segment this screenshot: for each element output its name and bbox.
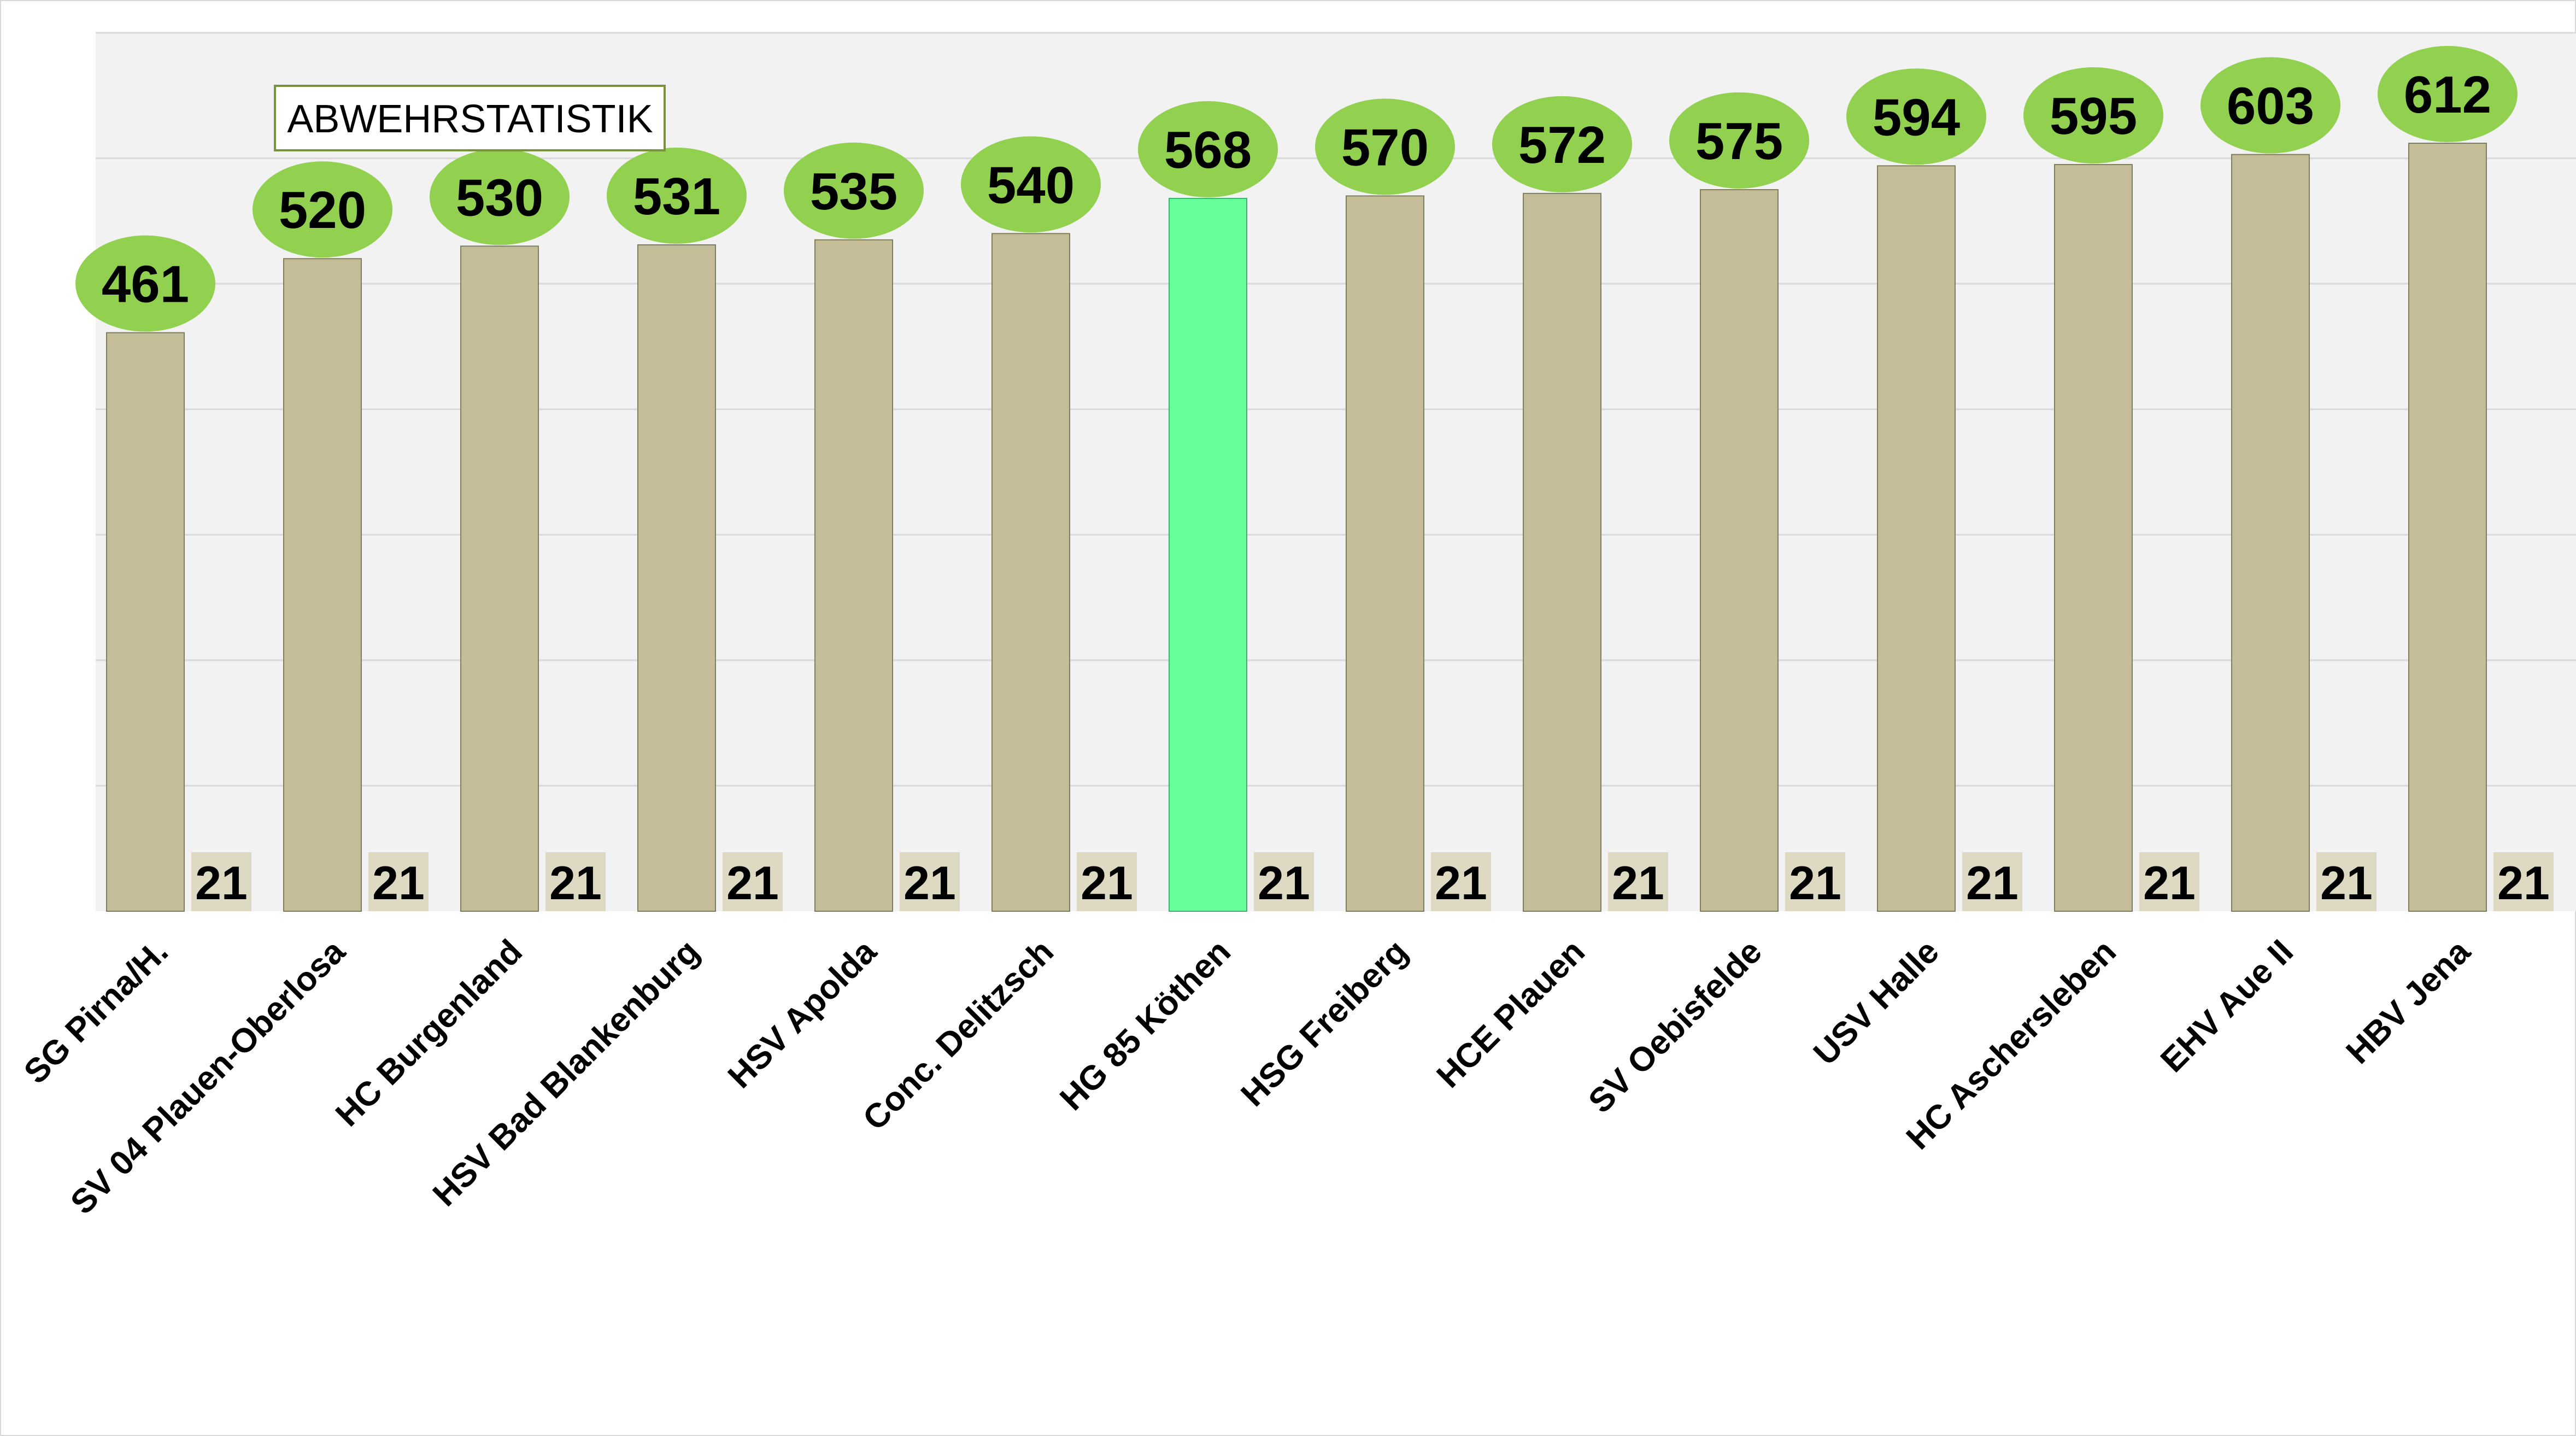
- value-label-bubble: [430, 149, 570, 245]
- value-label: 540: [987, 156, 1075, 214]
- games-label-box: [723, 852, 783, 911]
- value-label: 594: [1873, 88, 1960, 146]
- games-label: 21: [1966, 857, 2018, 910]
- chart-title-box: ABWEHRSTATISTIK: [274, 85, 666, 151]
- bar: [1346, 195, 1424, 912]
- games-label-box: [900, 852, 960, 911]
- value-label-bubble: [75, 235, 215, 332]
- value-label-bubble: [961, 136, 1101, 233]
- value-labels: 461 520 530 531 535 540 568 570 572 575 594 595 603 6…: [75, 46, 2518, 332]
- value-label: 520: [279, 181, 366, 239]
- bar: [1877, 165, 1956, 912]
- value-label-bubble: [253, 161, 392, 258]
- value-label: 572: [1518, 116, 1606, 174]
- value-label: 612: [2404, 66, 2491, 124]
- value-label-bubble: [1315, 98, 1455, 195]
- games-label: 21: [1081, 857, 1133, 910]
- games-label-box: [1608, 852, 1668, 911]
- games-label-box: [1962, 852, 2022, 911]
- value-label: 575: [1695, 112, 1783, 171]
- value-label: 603: [2227, 77, 2314, 136]
- value-label-bubble: [2378, 46, 2518, 143]
- bar: [2231, 154, 2310, 912]
- games-label-box: [191, 852, 251, 911]
- games-label-box: [2493, 852, 2554, 911]
- value-label-bubble: [1492, 96, 1632, 192]
- games-label-box: [2139, 852, 2199, 911]
- value-label: 568: [1164, 121, 1252, 179]
- games-labels: 21 21 21 21 21 21 21 21 21 21 21 21 21 21: [191, 852, 2554, 911]
- games-label-box: [1254, 852, 1314, 911]
- games-label-box: [1077, 852, 1137, 911]
- games-label: 21: [195, 857, 248, 910]
- value-label: 535: [810, 162, 897, 221]
- value-label-bubble: [1669, 92, 1809, 189]
- value-label-bubble: [1138, 101, 1278, 198]
- games-label: 21: [2497, 857, 2550, 910]
- bar: [814, 239, 893, 912]
- games-label-box: [1431, 852, 1491, 911]
- games-label: 21: [549, 857, 602, 910]
- games-label: 21: [2143, 857, 2196, 910]
- games-label: 21: [372, 857, 425, 910]
- games-label: 21: [1258, 857, 1310, 910]
- games-label: 21: [903, 857, 956, 910]
- bar: [1523, 192, 1601, 912]
- games-label-box: [1785, 852, 1845, 911]
- games-label: 21: [726, 857, 779, 910]
- bars: [106, 143, 2487, 912]
- value-label-bubble: [2201, 57, 2340, 154]
- games-label: 21: [1435, 857, 1487, 910]
- value-label: 595: [2050, 87, 2137, 145]
- value-label-bubble: [607, 147, 747, 244]
- value-label: 461: [102, 255, 189, 314]
- bar: [991, 233, 1070, 912]
- value-label: 570: [1341, 118, 1429, 177]
- bar: [2408, 143, 2487, 912]
- bar: [283, 258, 362, 912]
- games-label-box: [545, 852, 606, 911]
- bar: [2054, 164, 2133, 912]
- bar: [637, 244, 716, 912]
- bar: [460, 245, 539, 912]
- bar: [1700, 189, 1779, 912]
- value-label-bubble: [784, 142, 924, 239]
- bar: [106, 332, 185, 912]
- games-label-box: [368, 852, 429, 911]
- chart-title: ABWEHRSTATISTIK: [287, 97, 653, 141]
- value-label: 530: [456, 168, 543, 227]
- bar: [1169, 198, 1247, 912]
- games-label-box: [2316, 852, 2377, 911]
- games-label: 21: [2320, 857, 2373, 910]
- value-label: 531: [633, 167, 720, 226]
- value-label-bubble: [1846, 68, 1986, 165]
- games-label: 21: [1789, 857, 1841, 910]
- games-label: 21: [1612, 857, 1664, 910]
- chart-title-border: [274, 85, 666, 151]
- value-label-bubble: [2023, 67, 2163, 164]
